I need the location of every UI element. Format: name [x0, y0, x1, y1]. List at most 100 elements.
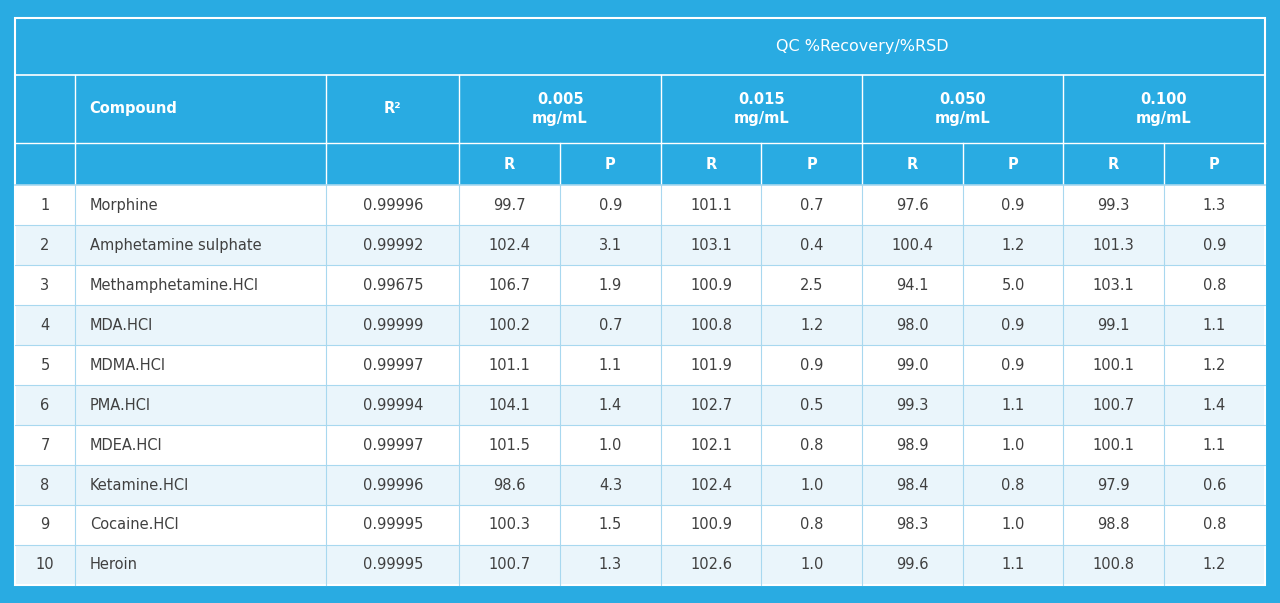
Bar	[15, 425, 1265, 465]
Text: 102.6: 102.6	[690, 557, 732, 572]
Text: 0.99997: 0.99997	[362, 438, 424, 452]
Text: 102.4: 102.4	[690, 478, 732, 493]
Text: 0.7: 0.7	[599, 318, 622, 333]
Text: Ketamine.HCl: Ketamine.HCl	[90, 478, 189, 493]
Text: 99.3: 99.3	[1097, 198, 1130, 213]
Text: 102.7: 102.7	[690, 397, 732, 412]
Text: Methamphetamine.HCl: Methamphetamine.HCl	[90, 278, 259, 292]
Text: 0.99992: 0.99992	[362, 238, 424, 253]
Text: 0.8: 0.8	[1203, 517, 1226, 532]
Text: P: P	[1007, 157, 1019, 171]
Text: 98.0: 98.0	[896, 318, 929, 333]
Text: 0.8: 0.8	[800, 438, 823, 452]
Bar	[660, 75, 861, 143]
Text: 98.6: 98.6	[494, 478, 526, 493]
Text: 0.99999: 0.99999	[362, 318, 422, 333]
Text: 106.7: 106.7	[489, 278, 531, 292]
Text: 102.1: 102.1	[690, 438, 732, 452]
Text: P: P	[605, 157, 616, 171]
Text: 102.4: 102.4	[489, 238, 531, 253]
Text: Heroin: Heroin	[90, 557, 138, 572]
Text: 100.3: 100.3	[489, 517, 531, 532]
Bar	[15, 75, 1265, 143]
Text: 1.3: 1.3	[599, 557, 622, 572]
Text: 100.2: 100.2	[489, 318, 531, 333]
Bar	[15, 185, 1265, 226]
Text: 100.4: 100.4	[891, 238, 933, 253]
Text: 98.9: 98.9	[896, 438, 928, 452]
Text: P: P	[806, 157, 817, 171]
Bar	[15, 226, 1265, 265]
Text: 4.3: 4.3	[599, 478, 622, 493]
Text: 99.0: 99.0	[896, 358, 929, 373]
Bar	[460, 143, 561, 185]
Text: R: R	[906, 157, 918, 171]
Bar	[15, 305, 1265, 345]
Text: 0.5: 0.5	[800, 397, 823, 412]
Bar	[561, 143, 660, 185]
Bar	[861, 75, 1064, 143]
Bar	[74, 143, 326, 185]
Bar	[660, 143, 762, 185]
Text: 100.7: 100.7	[489, 557, 531, 572]
Text: 9: 9	[41, 517, 50, 532]
Bar	[15, 505, 1265, 545]
Text: R: R	[1108, 157, 1119, 171]
Text: 1.0: 1.0	[1001, 438, 1025, 452]
Text: 1.4: 1.4	[1203, 397, 1226, 412]
Text: 3: 3	[41, 278, 50, 292]
Text: 1.2: 1.2	[1203, 358, 1226, 373]
Text: 101.1: 101.1	[690, 198, 732, 213]
Text: 97.9: 97.9	[1097, 478, 1130, 493]
Text: 98.3: 98.3	[896, 517, 928, 532]
Text: PMA.HCl: PMA.HCl	[90, 397, 151, 412]
Text: 1.2: 1.2	[1203, 557, 1226, 572]
Bar	[861, 143, 963, 185]
Text: Amphetamine sulphate: Amphetamine sulphate	[90, 238, 261, 253]
Bar	[963, 143, 1064, 185]
Text: 0.9: 0.9	[1001, 358, 1025, 373]
Bar	[326, 143, 460, 185]
Text: 100.8: 100.8	[1093, 557, 1134, 572]
Text: 3.1: 3.1	[599, 238, 622, 253]
Text: 100.9: 100.9	[690, 517, 732, 532]
Bar	[15, 143, 74, 185]
Text: QC %Recovery/%RSD: QC %Recovery/%RSD	[776, 39, 948, 54]
Text: 99.6: 99.6	[896, 557, 928, 572]
Bar	[1064, 143, 1164, 185]
Text: 100.1: 100.1	[1093, 438, 1134, 452]
Text: R: R	[504, 157, 516, 171]
Text: 0.99996: 0.99996	[362, 198, 422, 213]
Text: 103.1: 103.1	[690, 238, 732, 253]
Text: 100.1: 100.1	[1093, 358, 1134, 373]
Text: Cocaine.HCl: Cocaine.HCl	[90, 517, 178, 532]
Bar	[1064, 75, 1265, 143]
Text: 10: 10	[36, 557, 54, 572]
Text: 0.7: 0.7	[800, 198, 823, 213]
Text: 100.9: 100.9	[690, 278, 732, 292]
Text: 98.4: 98.4	[896, 478, 928, 493]
Text: MDEA.HCl: MDEA.HCl	[90, 438, 163, 452]
Text: 5: 5	[41, 358, 50, 373]
Text: 1.2: 1.2	[800, 318, 823, 333]
Bar	[15, 385, 1265, 425]
Text: 0.6: 0.6	[1203, 478, 1226, 493]
Text: 1.1: 1.1	[1203, 318, 1226, 333]
Text: 0.99994: 0.99994	[362, 397, 422, 412]
Text: 99.7: 99.7	[493, 198, 526, 213]
Text: 1.1: 1.1	[1001, 557, 1024, 572]
Bar	[762, 143, 861, 185]
Text: 4: 4	[41, 318, 50, 333]
Text: 104.1: 104.1	[489, 397, 531, 412]
Bar	[15, 345, 1265, 385]
Text: 2: 2	[40, 238, 50, 253]
Text: 0.99996: 0.99996	[362, 478, 422, 493]
Text: 0.8: 0.8	[800, 517, 823, 532]
Text: 0.9: 0.9	[1001, 318, 1025, 333]
Text: 101.5: 101.5	[489, 438, 531, 452]
Text: 0.4: 0.4	[800, 238, 823, 253]
Text: 1: 1	[41, 198, 50, 213]
Text: 0.9: 0.9	[800, 358, 823, 373]
Text: 0.9: 0.9	[599, 198, 622, 213]
Text: 103.1: 103.1	[1093, 278, 1134, 292]
